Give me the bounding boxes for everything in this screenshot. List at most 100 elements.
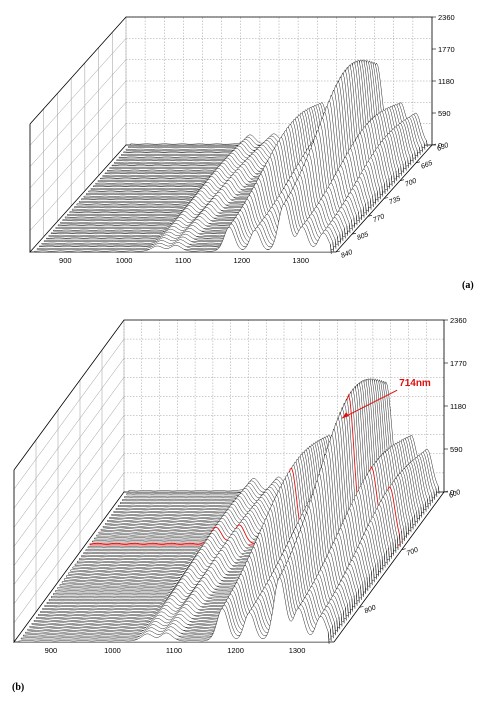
trace-edge (383, 183, 386, 195)
y-tick-label: 665 (420, 160, 434, 171)
annotation-arrow (341, 389, 398, 419)
trace-edge (341, 231, 344, 241)
y-tick (351, 232, 357, 235)
trace-edge (362, 583, 364, 597)
trace-edge (388, 178, 391, 189)
arrow-head (342, 412, 350, 419)
trace-edge (360, 209, 363, 221)
trace-edge (375, 565, 377, 580)
grid-line (29, 123, 127, 231)
trace-edge (345, 607, 347, 621)
trace-edge (374, 193, 377, 205)
trace-edge (435, 488, 438, 497)
grid-line (29, 102, 127, 210)
y-tick (443, 490, 449, 493)
z-tick-label: 2360 (438, 13, 455, 22)
grid-line (29, 80, 127, 189)
trace-edge (381, 556, 384, 571)
trace-edge (339, 233, 341, 244)
panel-b: 900 1000 1100 1200 1300 0 590 1180 1770 2360 600 70… (13, 316, 467, 655)
y-tick-label: 800 (364, 604, 378, 615)
trace-edge (327, 631, 330, 645)
y-tick (401, 548, 406, 550)
panel-a-label: (a) (462, 280, 474, 291)
grid-line (29, 59, 127, 167)
trace-edge (398, 168, 400, 179)
y-tick (399, 179, 405, 181)
y-tick (367, 215, 373, 217)
z-tick-label: 2360 (450, 316, 467, 325)
z-tick-label: 0 (438, 141, 442, 150)
trace-edge (346, 225, 348, 236)
trace-edge (337, 236, 339, 247)
x-tick-label: 1000 (104, 646, 121, 655)
trace-edge (411, 517, 414, 530)
spectrum-trace (34, 203, 332, 253)
x-tick-label: 900 (45, 646, 58, 655)
trace-edge (364, 580, 367, 595)
trace-edge (392, 542, 395, 556)
y-tick (335, 250, 341, 253)
trace-edge (424, 501, 427, 512)
trace-edge (418, 509, 420, 521)
trace-edge (376, 190, 379, 202)
y-tick (359, 606, 364, 608)
grid-line (13, 377, 125, 528)
trace-edge (342, 610, 345, 624)
trace-edge (377, 562, 379, 577)
trace-edge (416, 149, 419, 158)
trace-edge (409, 520, 412, 533)
trace-edge (332, 625, 334, 639)
grid-line (29, 38, 127, 146)
depth-axis (333, 491, 445, 643)
grid-line (13, 453, 125, 604)
trace-edge (394, 539, 397, 553)
trace-edge (419, 147, 421, 155)
trace-edge (379, 188, 381, 200)
trace-edge (422, 504, 425, 515)
y-tick-label: 700 (406, 547, 420, 558)
trace-edge (334, 239, 337, 249)
trace-edge (431, 493, 433, 503)
y-tick (415, 161, 421, 164)
x-tick-label: 1300 (289, 646, 306, 655)
trace-edge (365, 203, 367, 215)
trace-edge (373, 568, 375, 583)
z-tick-label: 1180 (450, 402, 466, 411)
trace-edge (330, 244, 332, 255)
trace-edge (379, 559, 382, 574)
trace-edge (367, 201, 370, 213)
spectra-traces (18, 378, 440, 645)
trace-edge (355, 592, 358, 606)
trace-edge (358, 589, 360, 603)
trace-edge (402, 163, 405, 174)
spectra-traces (34, 59, 428, 255)
x-tick-label: 1300 (292, 256, 309, 265)
trace-edge (420, 506, 423, 518)
x-tick-label: 900 (59, 256, 72, 265)
y-tick-label: 600 (448, 489, 462, 500)
trace-edge (355, 214, 358, 226)
grid-line (13, 434, 125, 585)
x-tick-label: 1100 (166, 646, 182, 655)
trace-edge (399, 533, 401, 547)
trace-edge (334, 622, 336, 636)
z-tick-label: 590 (438, 109, 451, 118)
y-tick-label: 630 (436, 142, 450, 153)
trace-edge (381, 185, 384, 197)
trace-edge (414, 152, 416, 161)
trace-edge (405, 161, 407, 171)
side-wall-grid (29, 16, 127, 253)
trace-edge (403, 528, 405, 542)
trace-edge (414, 514, 416, 527)
trace-edge (426, 140, 428, 148)
x-tick-label: 1200 (234, 256, 251, 265)
trace-edge (401, 531, 403, 545)
trace-edge (390, 175, 393, 187)
z-tick-label: 590 (450, 445, 463, 454)
trace-edge (340, 613, 343, 627)
trace-edge (407, 159, 409, 168)
annotation-label: 714nm (399, 378, 431, 389)
trace-edge (390, 544, 392, 559)
